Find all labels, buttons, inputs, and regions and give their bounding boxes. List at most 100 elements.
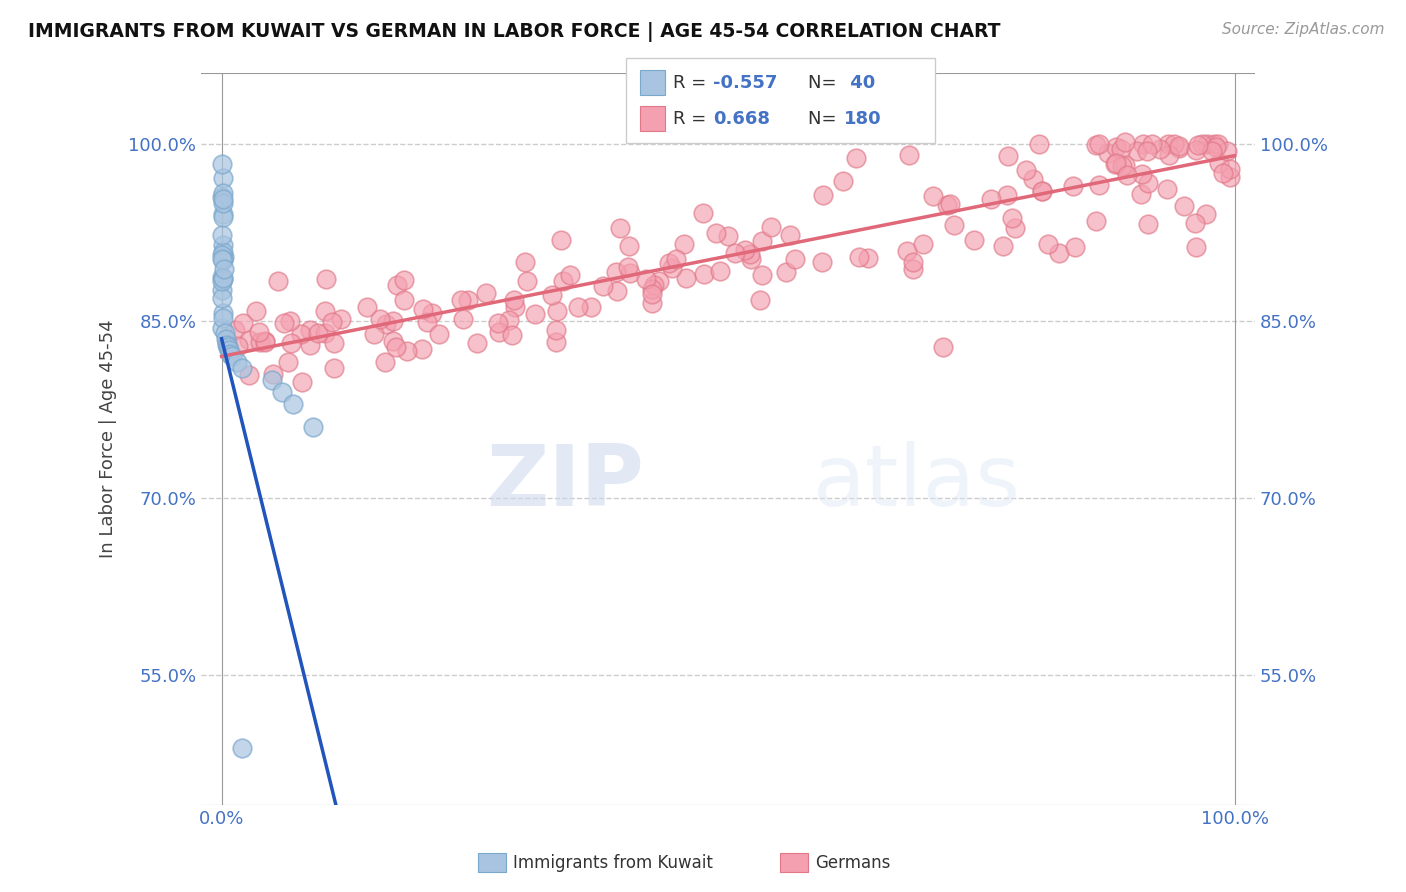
Point — [558, 268, 581, 282]
Point — [1031, 184, 1053, 198]
Point — [661, 260, 683, 275]
Point — [544, 334, 567, 349]
Point — [215, 337, 238, 351]
Point — [330, 312, 353, 326]
Point — [211, 283, 233, 297]
Point — [291, 376, 314, 390]
Point — [1157, 148, 1180, 162]
Point — [1015, 162, 1038, 177]
Point — [740, 252, 762, 267]
Point — [1085, 138, 1108, 153]
Point — [253, 334, 276, 348]
Point — [278, 314, 301, 328]
Point — [211, 321, 233, 335]
Point — [211, 270, 233, 285]
Point — [392, 293, 415, 307]
Point — [374, 317, 396, 331]
Point — [381, 314, 404, 328]
Point — [211, 252, 233, 266]
Point — [1047, 246, 1070, 260]
Point — [392, 273, 415, 287]
Point — [314, 303, 336, 318]
Text: 40: 40 — [844, 74, 875, 92]
Point — [221, 350, 243, 364]
Point — [1194, 206, 1216, 220]
Point — [692, 205, 714, 219]
Point — [1036, 236, 1059, 251]
Point — [848, 250, 870, 264]
Point — [901, 262, 924, 277]
Point — [273, 316, 295, 330]
Point — [567, 300, 589, 314]
Point — [775, 265, 797, 279]
Point — [544, 323, 567, 337]
Point — [1163, 136, 1185, 151]
Point — [1205, 140, 1227, 154]
Point — [1149, 142, 1171, 156]
Point — [921, 189, 943, 203]
Point — [212, 238, 235, 252]
Point — [411, 342, 433, 356]
Point — [385, 278, 408, 293]
Point — [315, 271, 337, 285]
Text: 0.668: 0.668 — [713, 110, 770, 128]
Point — [693, 267, 716, 281]
Point — [1001, 211, 1024, 225]
Point — [1185, 143, 1208, 157]
Point — [281, 396, 304, 410]
Point — [1021, 172, 1043, 186]
Point — [211, 306, 233, 320]
Text: 180: 180 — [844, 110, 882, 128]
Point — [307, 326, 329, 340]
Point — [262, 367, 284, 381]
Point — [995, 188, 1018, 202]
Point — [641, 282, 664, 296]
Point — [779, 227, 801, 242]
Point — [368, 312, 391, 326]
Point — [640, 287, 662, 301]
Point — [299, 337, 322, 351]
Point — [271, 384, 294, 399]
Point — [267, 274, 290, 288]
Point — [1111, 160, 1133, 174]
Point — [212, 192, 235, 206]
Point — [1028, 136, 1050, 151]
Point — [290, 326, 312, 341]
Text: R =: R = — [673, 110, 718, 128]
Point — [211, 196, 233, 211]
Point — [211, 227, 233, 242]
Point — [280, 336, 302, 351]
Point — [605, 265, 627, 279]
Point — [1114, 135, 1136, 149]
Point — [740, 246, 762, 260]
Point — [1206, 136, 1229, 151]
Point — [1202, 136, 1225, 151]
Point — [541, 288, 564, 302]
Point — [450, 293, 472, 307]
Point — [211, 210, 233, 224]
Text: Germans: Germans — [815, 854, 891, 871]
Point — [898, 147, 921, 161]
Point — [226, 339, 249, 353]
Point — [896, 244, 918, 258]
Point — [643, 278, 665, 293]
Point — [420, 305, 443, 319]
Point — [231, 361, 253, 376]
Point — [751, 268, 773, 282]
Point — [1105, 156, 1128, 170]
Point — [218, 347, 240, 361]
Point — [232, 316, 254, 330]
Point — [225, 355, 247, 369]
Point — [939, 196, 962, 211]
Point — [211, 245, 233, 260]
Point — [641, 296, 664, 310]
Point — [212, 253, 235, 268]
Point — [1197, 136, 1219, 151]
Point — [1156, 136, 1178, 151]
Point — [224, 323, 246, 337]
Point — [215, 334, 238, 349]
Point — [761, 220, 783, 235]
Point — [301, 420, 323, 434]
Point — [1116, 169, 1139, 183]
Point — [488, 325, 510, 339]
